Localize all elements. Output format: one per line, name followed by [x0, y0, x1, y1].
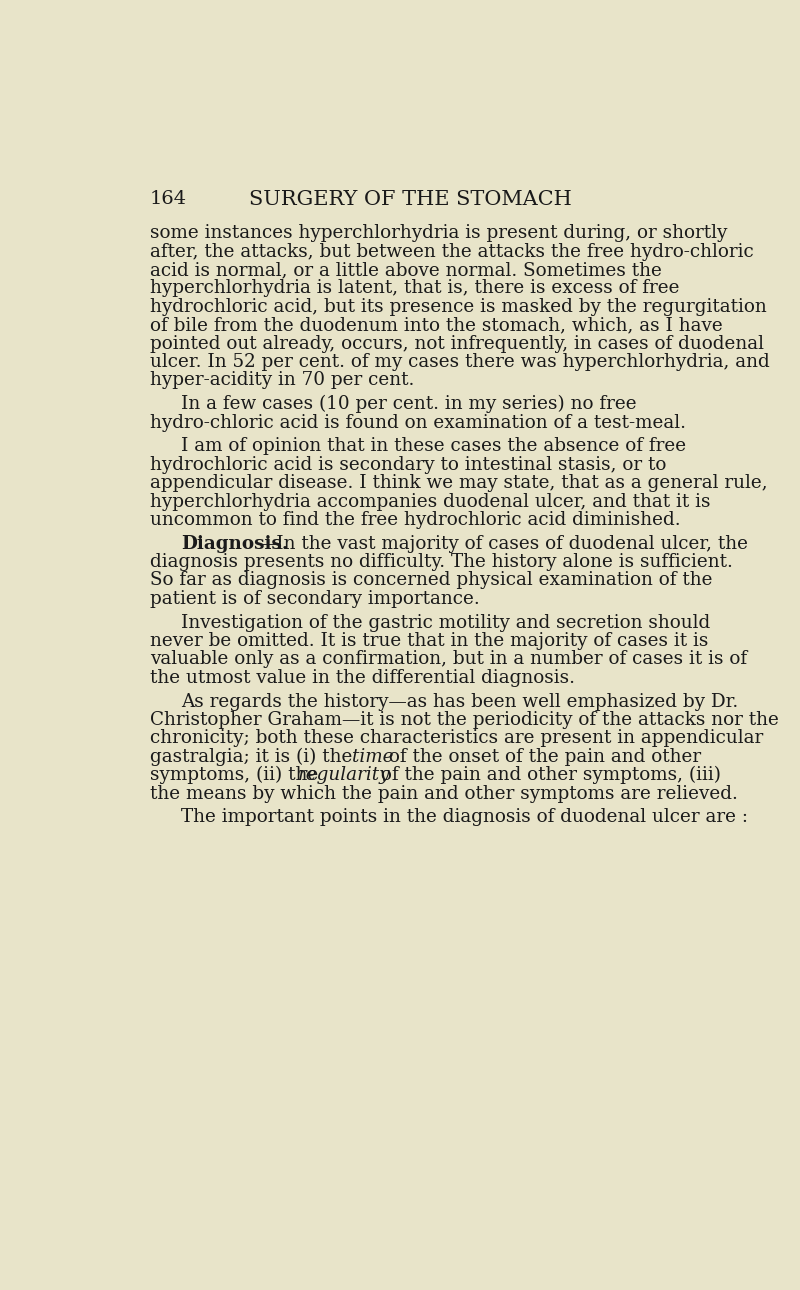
Text: ulcer. In 52 per cent. of my cases there was hyperchlorhydria, and: ulcer. In 52 per cent. of my cases there… [150, 353, 770, 372]
Text: pointed out already, occurs, not infrequently, in cases of duodenal: pointed out already, occurs, not infrequ… [150, 334, 763, 352]
Text: never be omitted. It is true that in the majority of cases it is: never be omitted. It is true that in the… [150, 632, 708, 650]
Text: regularity: regularity [298, 766, 390, 784]
Text: of the pain and other symptoms, (iii): of the pain and other symptoms, (iii) [375, 766, 721, 784]
Text: diagnosis presents no difficulty. The history alone is sufficient.: diagnosis presents no difficulty. The hi… [150, 553, 733, 571]
Text: valuable only as a confirmation, but in a number of cases it is of: valuable only as a confirmation, but in … [150, 650, 746, 668]
Text: —In the vast majority of cases of duodenal ulcer, the: —In the vast majority of cases of duoden… [258, 535, 749, 552]
Text: after, the attacks, but between the attacks the free hydro-chloric: after, the attacks, but between the atta… [150, 243, 754, 261]
Text: chronicity; both these characteristics are present in appendicular: chronicity; both these characteristics a… [150, 729, 763, 747]
Text: I am of opinion that in these cases the absence of free: I am of opinion that in these cases the … [181, 437, 686, 455]
Text: hyper-acidity in 70 per cent.: hyper-acidity in 70 per cent. [150, 372, 414, 390]
Text: of the onset of the pain and other: of the onset of the pain and other [382, 748, 701, 766]
Text: hydro-chloric acid is found on examination of a test-meal.: hydro-chloric acid is found on examinati… [150, 414, 686, 432]
Text: time: time [352, 748, 394, 766]
Text: The important points in the diagnosis of duodenal ulcer are :: The important points in the diagnosis of… [181, 809, 748, 827]
Text: As regards the history—as has been well emphasized by Dr.: As regards the history—as has been well … [181, 693, 738, 711]
Text: appendicular disease. I think we may state, that as a general rule,: appendicular disease. I think we may sta… [150, 475, 767, 493]
Text: symptoms, (ii) the: symptoms, (ii) the [150, 766, 324, 784]
Text: acid is normal, or a little above normal. Sometimes the: acid is normal, or a little above normal… [150, 261, 662, 279]
Text: uncommon to find the free hydrochloric acid diminished.: uncommon to find the free hydrochloric a… [150, 511, 680, 529]
Text: Investigation of the gastric motility and secretion should: Investigation of the gastric motility an… [181, 614, 710, 632]
Text: 164: 164 [150, 190, 186, 208]
Text: So far as diagnosis is concerned physical examination of the: So far as diagnosis is concerned physica… [150, 571, 712, 590]
Text: gastralgia; it is (i) the: gastralgia; it is (i) the [150, 748, 358, 766]
Text: the utmost value in the differential diagnosis.: the utmost value in the differential dia… [150, 668, 574, 686]
Text: Christopher Graham—it is not the periodicity of the attacks nor the: Christopher Graham—it is not the periodi… [150, 711, 778, 729]
Text: hydrochloric acid, but its presence is masked by the regurgitation: hydrochloric acid, but its presence is m… [150, 298, 766, 316]
Text: SURGERY OF THE STOMACH: SURGERY OF THE STOMACH [249, 190, 571, 209]
Text: Diagnosis.: Diagnosis. [181, 535, 288, 552]
Text: hydrochloric acid is secondary to intestinal stasis, or to: hydrochloric acid is secondary to intest… [150, 455, 666, 473]
Text: the means by which the pain and other symptoms are relieved.: the means by which the pain and other sy… [150, 784, 738, 802]
Text: of bile from the duodenum into the stomach, which, as I have: of bile from the duodenum into the stoma… [150, 316, 722, 334]
Text: In a few cases (10 per cent. in my series) no free: In a few cases (10 per cent. in my serie… [181, 395, 636, 413]
Text: hyperchlorhydria accompanies duodenal ulcer, and that it is: hyperchlorhydria accompanies duodenal ul… [150, 493, 710, 511]
Text: some instances hyperchlorhydria is present during, or shortly: some instances hyperchlorhydria is prese… [150, 224, 727, 243]
Text: hyperchlorhydria is latent, that is, there is excess of free: hyperchlorhydria is latent, that is, the… [150, 280, 679, 298]
Text: patient is of secondary importance.: patient is of secondary importance. [150, 590, 479, 608]
